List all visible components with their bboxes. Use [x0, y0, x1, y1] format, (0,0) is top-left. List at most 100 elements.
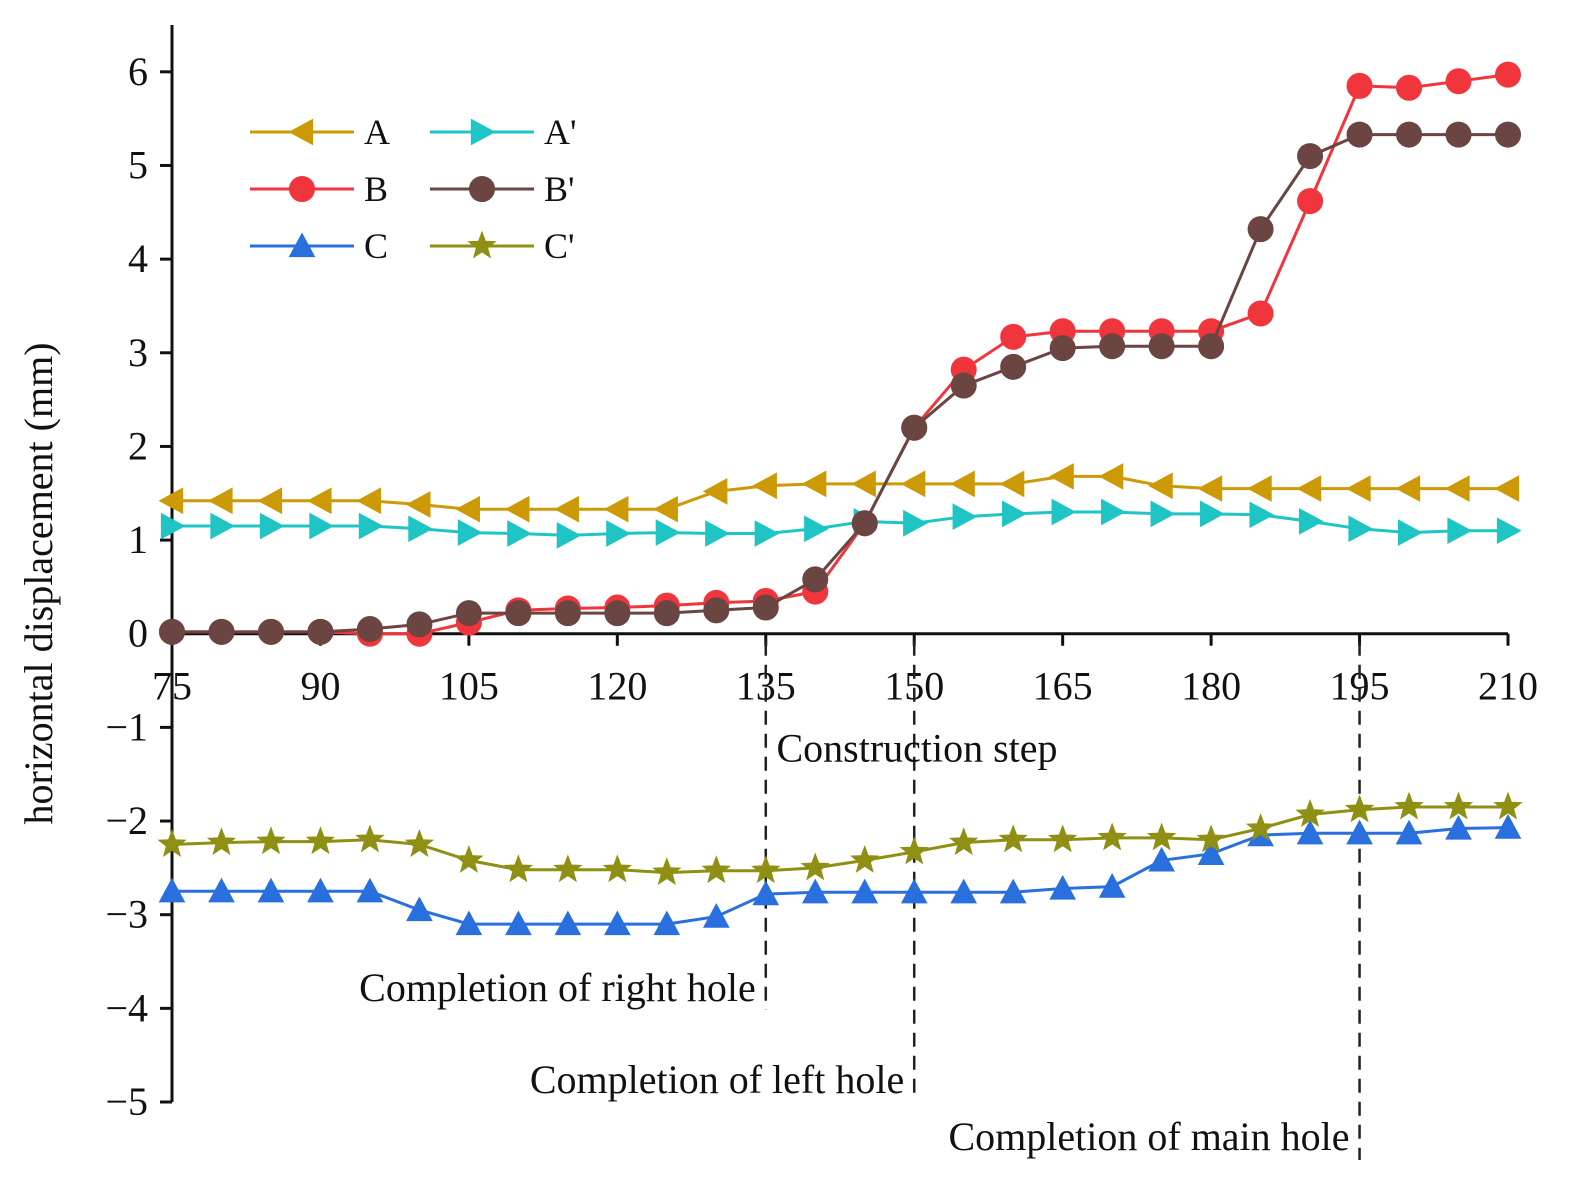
data-point: [1249, 501, 1275, 529]
y-tick-label: −3: [105, 892, 148, 937]
series-line: [172, 826, 1509, 926]
x-tick-label: 165: [1033, 664, 1093, 709]
data-point: [1148, 333, 1175, 360]
data-point: [899, 836, 929, 865]
annotation-label: Completion of left hole: [530, 1057, 904, 1102]
data-point: [206, 827, 237, 856]
data-point: [358, 512, 384, 540]
data-point: [306, 487, 332, 515]
data-point: [455, 600, 482, 627]
data-point: [1396, 74, 1423, 101]
data-point: [505, 910, 532, 936]
data-point: [207, 487, 233, 515]
data-point: [1146, 822, 1177, 851]
legend-item: C': [430, 226, 575, 266]
data-point: [1396, 121, 1423, 148]
legend-label: C': [544, 226, 575, 266]
data-point: [1346, 819, 1373, 845]
y-axis-title: horizontal displacement (mm): [16, 342, 61, 824]
data-point: [1397, 519, 1423, 546]
data-point: [1496, 517, 1522, 545]
legend-marker: [289, 176, 315, 202]
data-point: [257, 877, 285, 903]
x-tick-label: 210: [1478, 664, 1538, 709]
data-point: [1245, 813, 1276, 842]
data-point: [1348, 515, 1374, 543]
data-point: [1051, 498, 1077, 526]
data-point: [801, 470, 827, 498]
data-point: [1247, 475, 1272, 502]
data-point: [307, 618, 334, 645]
data-point: [998, 824, 1028, 853]
data-point: [454, 844, 484, 873]
data-point: [455, 910, 483, 936]
y-tick-label: 4: [128, 236, 148, 281]
x-tick-label: 75: [152, 664, 192, 709]
data-point: [1099, 333, 1126, 360]
data-point: [752, 472, 777, 500]
data-point: [1047, 824, 1078, 853]
data-point: [1297, 188, 1324, 215]
data-point: [705, 520, 730, 547]
y-tick-label: 0: [128, 611, 148, 656]
data-point: [1443, 791, 1474, 820]
series-c-prime: [157, 791, 1523, 886]
x-tick-label: 105: [439, 664, 499, 709]
data-point: [1445, 68, 1472, 95]
data-point: [1196, 824, 1226, 853]
x-axis-title: Construction step: [776, 726, 1057, 771]
data-point: [158, 877, 186, 903]
data-point: [1494, 475, 1520, 502]
data-point: [309, 512, 334, 540]
annotation-group: Completion of right hole Completion of le…: [359, 641, 1361, 1160]
data-point: [602, 854, 633, 883]
data-point: [553, 854, 583, 883]
data-point: [751, 855, 781, 884]
series-a: [158, 463, 1520, 523]
data-point: [257, 487, 283, 515]
data-point: [752, 880, 780, 906]
legend-label: B': [544, 169, 575, 209]
y-tick-label: 5: [128, 142, 148, 187]
data-point: [950, 470, 975, 498]
data-point: [851, 878, 879, 904]
data-point: [652, 857, 682, 886]
annotation-label: Completion of right hole: [359, 965, 756, 1010]
data-point: [655, 519, 681, 546]
legend-label: C: [364, 226, 388, 266]
data-point: [1395, 819, 1423, 845]
data-point: [901, 414, 928, 441]
data-point: [1049, 335, 1076, 362]
data-point: [1444, 475, 1470, 502]
data-point: [653, 910, 681, 936]
series-line: [172, 510, 1508, 537]
data-point: [804, 515, 829, 543]
data-point: [1445, 814, 1472, 840]
y-tick-label: 6: [128, 49, 148, 94]
y-tick-label: 2: [128, 423, 148, 468]
data-point: [1148, 472, 1173, 500]
y-tick-label: 3: [128, 330, 148, 375]
data-point: [949, 827, 979, 856]
data-point: [355, 824, 385, 853]
legend-label: A': [544, 112, 576, 152]
data-point: [1296, 475, 1322, 502]
data-point: [900, 878, 928, 904]
data-point: [1394, 791, 1424, 820]
data-point: [158, 487, 184, 515]
data-point: [1049, 463, 1074, 490]
data-point: [504, 495, 530, 523]
data-point: [1197, 840, 1225, 865]
legend-marker: [470, 118, 496, 146]
data-point: [1445, 121, 1472, 148]
data-point: [1098, 873, 1126, 898]
data-point: [1000, 353, 1027, 380]
data-point: [1148, 846, 1175, 872]
series-c: [158, 814, 1522, 936]
data-point: [1494, 814, 1522, 839]
data-point: [1000, 323, 1027, 350]
data-point: [356, 616, 383, 643]
legend: A A' B B' C C': [250, 112, 576, 266]
